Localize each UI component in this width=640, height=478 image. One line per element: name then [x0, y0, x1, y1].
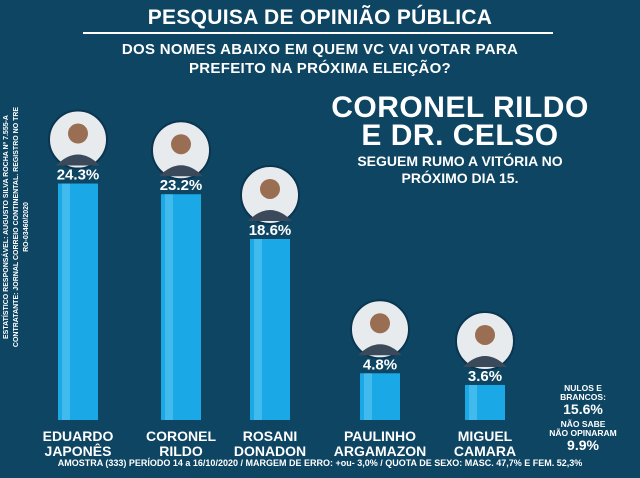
- bar-highlight: [364, 373, 372, 420]
- subheadline-line-1: SEGUEM RUMO A VITÓRIA NO: [357, 153, 563, 169]
- nao-sabe-value: 9.9%: [567, 437, 599, 453]
- candidate-photo-icon: [240, 164, 300, 225]
- candidate-photo-icon: [350, 299, 410, 360]
- bar-value-label: 18.6%: [249, 222, 292, 239]
- page-title: PESQUISA DE OPINIÃO PÚBLICA: [147, 6, 493, 29]
- category-label: ROSANI: [243, 428, 297, 444]
- title-underline: [83, 32, 553, 34]
- bar-highlight: [165, 194, 173, 420]
- nulos-label-1: NULOS E: [564, 383, 602, 393]
- candidate-photo-icon: [48, 109, 108, 170]
- candidate-photo-icon: [151, 120, 211, 181]
- nulos-label-2: BRANCOS:: [560, 392, 606, 402]
- bar-value-label: 24.3%: [57, 167, 100, 184]
- methodology-footer: AMOSTRA (333) PERÍODO 14 a 16/10/2020 / …: [57, 458, 583, 468]
- headline: CORONEL RILDO E DR. CELSO: [280, 91, 640, 152]
- subheadline: SEGUEM RUMO A VITÓRIA NO PRÓXIMO DIA 15.: [280, 153, 640, 187]
- category-label: JAPONÊS: [45, 442, 112, 459]
- headline-line-1: CORONEL RILDO: [331, 91, 589, 124]
- category-label: CORONEL: [146, 428, 216, 444]
- nulos-value: 15.6%: [563, 401, 603, 417]
- subheadline-line-2: PRÓXIMO DIA 15.: [401, 170, 519, 186]
- category-label: MIGUEL: [458, 428, 513, 444]
- category-label: DONADON: [234, 443, 306, 459]
- bar-highlight: [62, 183, 70, 420]
- category-label: ARGAMAZON: [334, 443, 427, 459]
- bar-highlight: [469, 384, 477, 420]
- candidate-photo-icon: [455, 310, 515, 371]
- bar-value-label: 3.6%: [468, 368, 502, 385]
- category-label: EDUARDO: [43, 428, 114, 444]
- nao-sabe-label-2: NÃO OPINARAM: [549, 428, 617, 438]
- question-line-2: PREFEITO NA PRÓXIMA ELEIÇÃO?: [188, 60, 452, 77]
- poll-question: DOS NOMES ABAIXO EM QUEM VC VAI VOTAR PA…: [0, 40, 640, 78]
- headline-line-2: E DR. CELSO: [361, 119, 559, 152]
- category-label: CAMARA: [454, 443, 516, 459]
- bar-value-label: 4.8%: [363, 356, 397, 373]
- other-responses: NULOS E BRANCOS: 15.6% NÃO SABE NÃO OPIN…: [540, 384, 626, 453]
- category-label: PAULINHO: [344, 428, 416, 444]
- bar-value-label: 23.2%: [160, 177, 203, 194]
- category-label: RILDO: [159, 443, 203, 459]
- nao-sabe-label-1: NÃO SABE: [560, 419, 606, 429]
- question-line-1: DOS NOMES ABAIXO EM QUEM VC VAI VOTAR PA…: [121, 41, 519, 58]
- bar-highlight: [254, 238, 262, 420]
